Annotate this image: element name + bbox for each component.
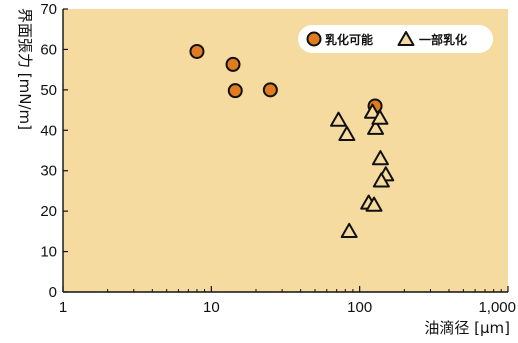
- y-tick-label: 0: [49, 284, 57, 301]
- legend-label-partial: 一部乳化: [419, 32, 467, 47]
- triangle-point: [340, 222, 358, 238]
- y-tick-label: 50: [40, 82, 57, 99]
- x-tick-label: 10: [203, 299, 220, 316]
- axes: 0 10 20 30 40 50 60 70 1 10 100 1,000: [40, 1, 516, 316]
- y-tick-label: 20: [40, 203, 57, 220]
- triangle-point: [338, 125, 356, 141]
- circle-point: [225, 56, 241, 72]
- triangle-point: [367, 119, 385, 135]
- plot-area: [63, 9, 508, 292]
- legend-box: [298, 25, 493, 53]
- triangle-point: [371, 150, 389, 166]
- circle-point: [189, 43, 205, 59]
- x-tick-label: 1: [59, 299, 67, 316]
- y-tick-label: 30: [40, 163, 57, 180]
- x-tick-label: 100: [347, 299, 372, 316]
- y-tick-label: 40: [40, 122, 57, 139]
- triangle-point: [365, 196, 383, 212]
- legend-triangle-icon: [397, 31, 415, 46]
- data-marks: [189, 43, 395, 238]
- triangle-point: [372, 172, 390, 188]
- y-tick-label: 70: [40, 1, 57, 18]
- y-tick-label: 10: [40, 244, 57, 261]
- circle-point: [227, 83, 243, 99]
- triangle-point: [330, 111, 348, 127]
- triangle-point: [363, 103, 381, 119]
- triangle-point: [371, 109, 389, 125]
- x-axis-title: 油滴径 [μm]: [424, 319, 510, 337]
- x-tick-label: 1,000: [478, 299, 516, 316]
- y-axis-title: 界面張力 [mN/m]: [16, 8, 34, 130]
- legend: 乳化可能 一部乳化: [298, 25, 493, 53]
- legend-label-emulsifiable: 乳化可能: [325, 32, 373, 47]
- y-tick-label: 60: [40, 41, 57, 58]
- legend-circle-icon: [306, 31, 322, 47]
- circle-point: [262, 82, 278, 98]
